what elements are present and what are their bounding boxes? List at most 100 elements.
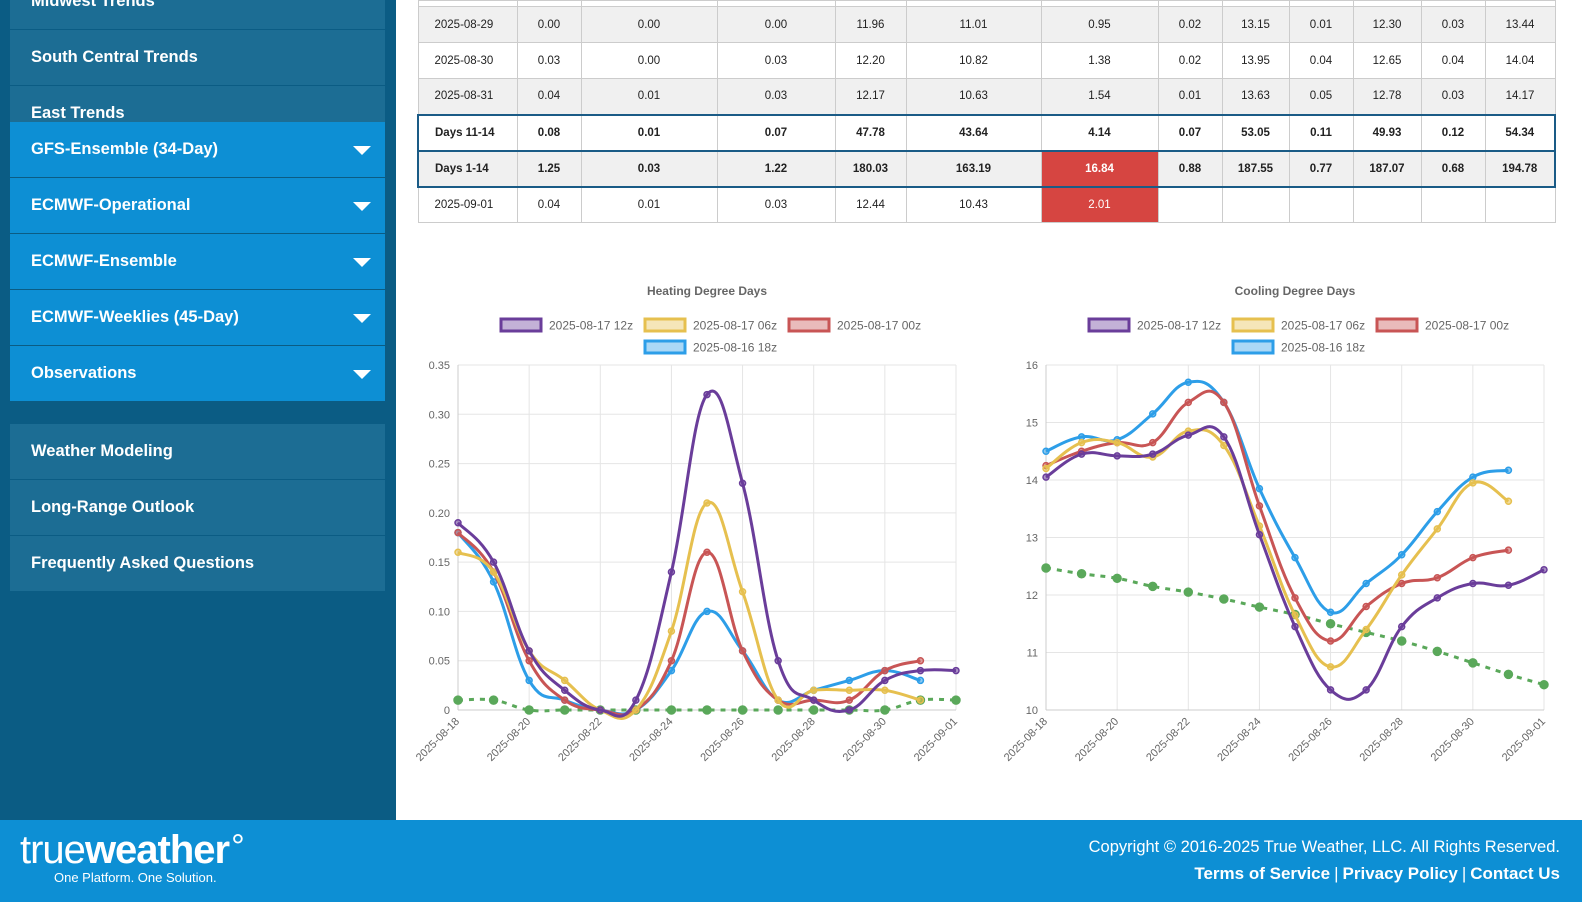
data-point[interactable]	[1255, 530, 1264, 539]
contact-us-link[interactable]: Contact Us	[1470, 864, 1560, 883]
data-point[interactable]	[1504, 497, 1513, 506]
data-point[interactable]	[667, 656, 676, 665]
data-point[interactable]	[1219, 594, 1229, 604]
data-point[interactable]	[1469, 553, 1477, 562]
data-point[interactable]	[1540, 565, 1548, 574]
data-point[interactable]	[1326, 686, 1335, 694]
data-point[interactable]	[560, 696, 569, 704]
data-point[interactable]	[1362, 602, 1370, 611]
chevron-down-icon[interactable]	[353, 257, 371, 267]
data-point[interactable]	[632, 706, 640, 714]
data-point[interactable]	[845, 706, 854, 714]
data-point[interactable]	[773, 705, 783, 715]
trueweather-logo[interactable]: trueweather°	[20, 828, 245, 873]
data-point[interactable]	[1184, 378, 1193, 386]
data-point[interactable]	[560, 686, 569, 695]
data-point[interactable]	[454, 548, 462, 557]
data-point[interactable]	[1255, 502, 1264, 510]
data-point[interactable]	[667, 627, 676, 635]
data-point[interactable]	[702, 705, 712, 715]
data-point[interactable]	[1291, 594, 1299, 602]
data-point[interactable]	[703, 499, 711, 507]
data-point[interactable]	[1291, 611, 1299, 619]
data-point[interactable]	[1433, 594, 1442, 602]
data-point[interactable]	[489, 568, 498, 576]
chevron-down-icon[interactable]	[353, 201, 371, 211]
sidebar-item[interactable]: Weather Modeling	[10, 424, 385, 480]
data-point[interactable]	[1077, 438, 1086, 447]
data-point[interactable]	[1539, 679, 1549, 690]
data-point[interactable]	[845, 676, 854, 685]
data-point[interactable]	[596, 706, 605, 714]
legend-item[interactable]: 2025-08-17 06z	[643, 317, 777, 333]
data-point[interactable]	[1503, 669, 1514, 680]
data-point[interactable]	[881, 686, 889, 695]
data-point[interactable]	[952, 666, 960, 675]
data-point[interactable]	[489, 578, 498, 586]
data-point[interactable]	[560, 676, 569, 685]
data-point[interactable]	[1148, 410, 1157, 418]
data-point[interactable]	[1077, 450, 1086, 458]
data-point[interactable]	[1184, 431, 1193, 439]
chevron-down-icon[interactable]	[353, 313, 371, 323]
sidebar-item[interactable]: Long-Range Outlook	[10, 480, 385, 536]
data-point[interactable]	[1433, 507, 1442, 516]
data-point[interactable]	[1397, 579, 1406, 588]
data-point[interactable]	[1042, 473, 1050, 481]
data-point[interactable]	[1220, 441, 1228, 450]
data-point[interactable]	[454, 518, 462, 527]
data-point[interactable]	[845, 686, 854, 695]
legend-item[interactable]: 2025-08-16 18z	[643, 339, 777, 355]
chevron-down-icon[interactable]	[353, 369, 371, 379]
legend-item[interactable]: 2025-08-17 00z	[1375, 317, 1509, 333]
data-point[interactable]	[559, 705, 570, 715]
data-point[interactable]	[881, 676, 889, 685]
data-point[interactable]	[453, 695, 463, 705]
data-point[interactable]	[1326, 608, 1335, 616]
data-point[interactable]	[525, 647, 533, 655]
data-point[interactable]	[880, 705, 890, 715]
sidebar-item[interactable]: ECMWF-Operational	[10, 178, 385, 234]
data-point[interactable]	[1148, 438, 1157, 447]
legend-item[interactable]: 2025-08-17 06z	[1231, 317, 1365, 333]
data-point[interactable]	[1504, 466, 1513, 474]
data-point[interactable]	[1397, 571, 1406, 579]
data-point[interactable]	[1184, 398, 1193, 407]
data-point[interactable]	[808, 705, 819, 715]
data-point[interactable]	[845, 696, 854, 704]
data-point[interactable]	[1397, 622, 1406, 631]
data-point[interactable]	[1469, 579, 1477, 588]
legend-item[interactable]: 2025-08-17 00z	[787, 317, 921, 333]
data-point[interactable]	[488, 695, 499, 705]
data-point[interactable]	[774, 696, 782, 704]
data-point[interactable]	[1396, 636, 1407, 646]
data-point[interactable]	[1291, 622, 1299, 631]
chevron-down-icon[interactable]	[353, 145, 371, 155]
data-point[interactable]	[525, 676, 533, 685]
sidebar-item[interactable]: ECMWF-Ensemble	[10, 234, 385, 290]
data-point[interactable]	[1397, 551, 1406, 559]
sidebar-item[interactable]: Observations	[10, 346, 385, 402]
data-point[interactable]	[1112, 573, 1122, 584]
data-point[interactable]	[1325, 619, 1336, 629]
data-point[interactable]	[916, 696, 925, 704]
data-point[interactable]	[1183, 587, 1194, 597]
data-point[interactable]	[703, 548, 711, 557]
data-point[interactable]	[809, 686, 818, 695]
data-point[interactable]	[703, 607, 711, 616]
data-point[interactable]	[1433, 525, 1442, 533]
data-point[interactable]	[1504, 546, 1513, 554]
data-point[interactable]	[1326, 663, 1335, 671]
data-point[interactable]	[524, 705, 534, 715]
sidebar-item[interactable]: ECMWF-Weeklies (45-Day)	[10, 290, 385, 346]
data-point[interactable]	[703, 390, 711, 399]
data-point[interactable]	[1220, 433, 1228, 441]
data-point[interactable]	[1147, 581, 1158, 592]
sidebar-item[interactable]: South Central Trends	[10, 30, 385, 86]
data-point[interactable]	[1041, 563, 1051, 573]
legend-item[interactable]: 2025-08-17 12z	[499, 317, 633, 333]
data-point[interactable]	[916, 676, 925, 685]
sidebar-item[interactable]: Midwest Trends	[10, 0, 385, 30]
data-point[interactable]	[1362, 686, 1370, 694]
privacy-policy-link[interactable]: Privacy Policy	[1342, 864, 1458, 883]
